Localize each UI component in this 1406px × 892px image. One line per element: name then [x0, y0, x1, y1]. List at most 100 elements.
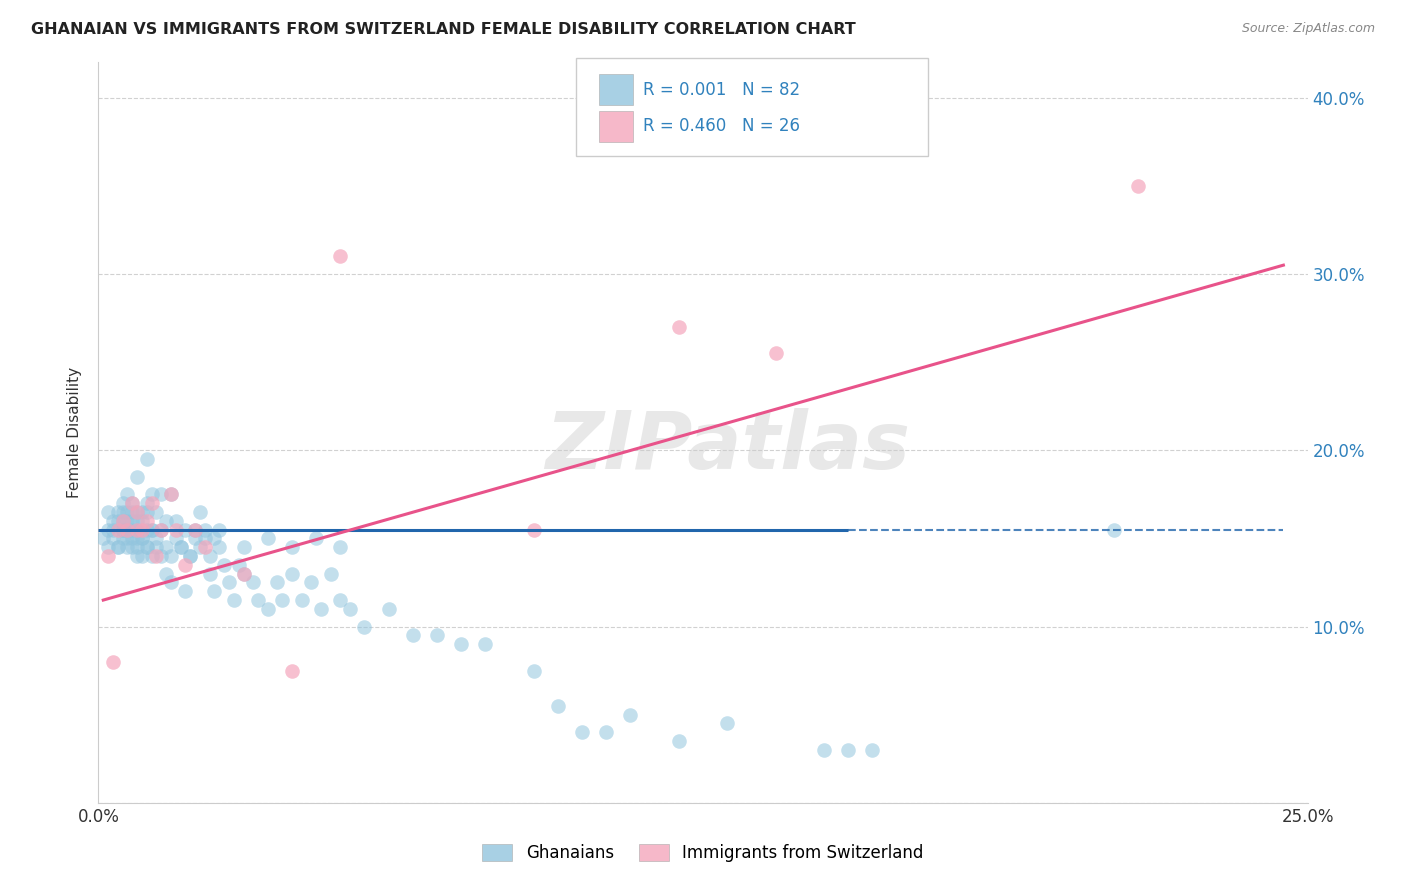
Point — [107, 540, 129, 554]
Point — [121, 540, 143, 554]
Point — [97, 505, 120, 519]
Point — [127, 514, 149, 528]
Point — [117, 523, 139, 537]
Point — [256, 532, 278, 546]
Point — [281, 664, 304, 678]
Point — [117, 540, 139, 554]
Point — [184, 523, 207, 537]
Point — [174, 558, 197, 572]
Point — [247, 593, 270, 607]
Text: R = 0.460   N = 26: R = 0.460 N = 26 — [643, 117, 800, 136]
Text: Source: ZipAtlas.com: Source: ZipAtlas.com — [1241, 22, 1375, 36]
Point — [402, 628, 425, 642]
Point — [131, 505, 153, 519]
Point — [131, 532, 153, 546]
Point — [131, 532, 153, 546]
Point — [107, 540, 129, 554]
Point — [208, 540, 231, 554]
Point — [127, 505, 149, 519]
Point — [309, 602, 332, 616]
Point — [595, 725, 617, 739]
Point — [716, 716, 738, 731]
Point — [523, 664, 546, 678]
Legend: Ghanaians, Immigrants from Switzerland: Ghanaians, Immigrants from Switzerland — [475, 837, 931, 869]
Point — [127, 540, 149, 554]
Point — [107, 505, 129, 519]
Point — [117, 532, 139, 546]
Point — [571, 725, 593, 739]
Point — [111, 523, 134, 537]
Point — [353, 619, 375, 633]
Point — [194, 532, 217, 546]
Point — [204, 584, 226, 599]
Point — [97, 540, 120, 554]
Point — [101, 523, 124, 537]
Point — [619, 707, 641, 722]
Point — [101, 532, 124, 546]
Point — [165, 523, 187, 537]
Point — [131, 549, 153, 563]
Point — [160, 549, 183, 563]
Point — [97, 549, 120, 563]
Text: ZIPatlas: ZIPatlas — [544, 409, 910, 486]
Point — [111, 505, 134, 519]
Point — [145, 540, 167, 554]
Point — [281, 566, 304, 581]
Point — [111, 514, 134, 528]
Point — [281, 540, 304, 554]
Point — [121, 523, 143, 537]
Point — [329, 249, 352, 263]
Point — [150, 523, 173, 537]
Point — [184, 532, 207, 546]
Point — [135, 523, 157, 537]
Point — [160, 487, 183, 501]
Point — [165, 514, 187, 528]
Point — [765, 346, 787, 360]
Point — [117, 487, 139, 501]
Point — [155, 514, 177, 528]
Point — [174, 523, 197, 537]
Point — [232, 566, 254, 581]
Point — [194, 523, 217, 537]
Point — [668, 319, 690, 334]
Point — [101, 655, 124, 669]
Point — [290, 593, 312, 607]
Point — [1102, 523, 1125, 537]
Point — [222, 593, 245, 607]
Point — [135, 540, 157, 554]
Point — [107, 514, 129, 528]
Point — [523, 523, 546, 537]
Point — [184, 523, 207, 537]
Point — [150, 549, 173, 563]
Point — [127, 523, 149, 537]
Point — [188, 540, 211, 554]
Point — [150, 523, 173, 537]
Point — [232, 540, 254, 554]
Point — [141, 523, 163, 537]
Point — [218, 575, 240, 590]
Point — [141, 487, 163, 501]
Point — [111, 496, 134, 510]
Point — [837, 743, 859, 757]
Point — [127, 505, 149, 519]
Point — [1128, 178, 1150, 193]
Point — [174, 584, 197, 599]
Point — [160, 487, 183, 501]
Point — [169, 540, 191, 554]
Point — [305, 532, 328, 546]
Point — [91, 532, 114, 546]
Point — [127, 532, 149, 546]
Point — [121, 532, 143, 546]
Text: GHANAIAN VS IMMIGRANTS FROM SWITZERLAND FEMALE DISABILITY CORRELATION CHART: GHANAIAN VS IMMIGRANTS FROM SWITZERLAND … — [31, 22, 856, 37]
Point — [256, 602, 278, 616]
Point — [127, 469, 149, 483]
Point — [155, 566, 177, 581]
Point — [160, 575, 183, 590]
Point — [117, 514, 139, 528]
Point — [131, 514, 153, 528]
Point — [135, 496, 157, 510]
Point — [117, 523, 139, 537]
Point — [141, 523, 163, 537]
Point — [668, 734, 690, 748]
Point — [145, 505, 167, 519]
